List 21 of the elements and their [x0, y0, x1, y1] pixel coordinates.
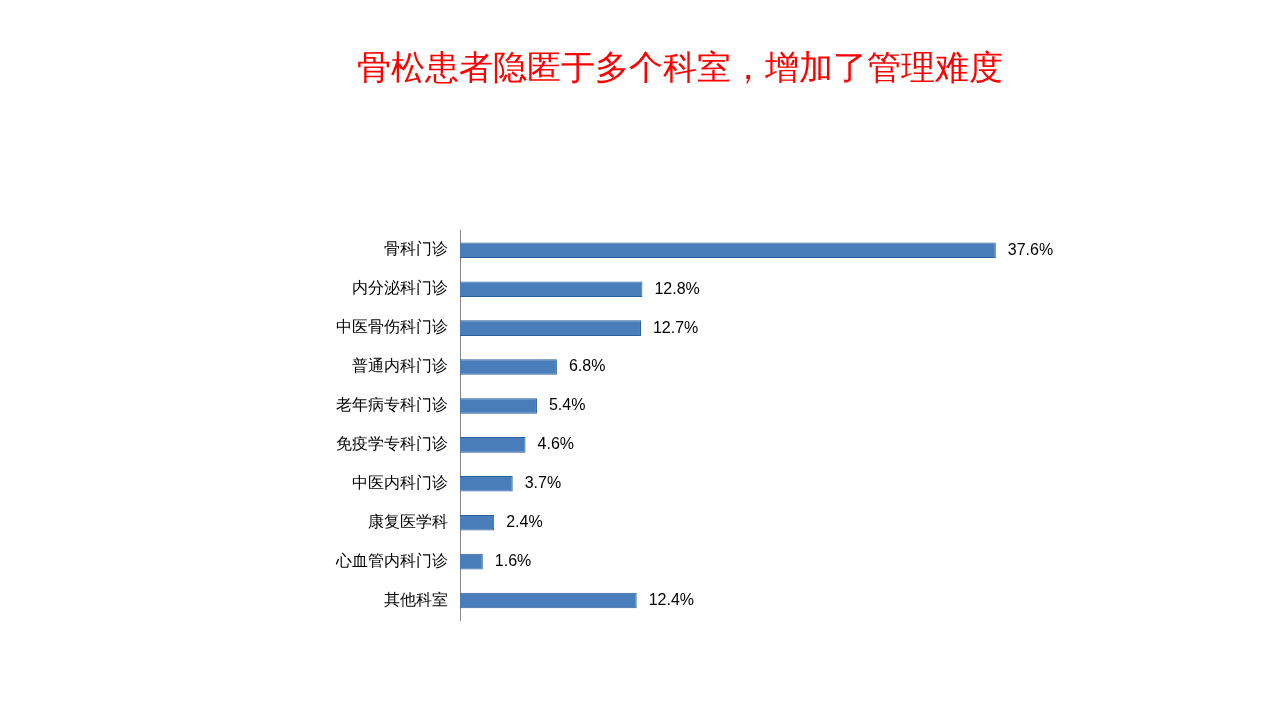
data-label: 2.4%	[506, 513, 543, 531]
y-tick-label: 心血管内科门诊	[335, 550, 448, 570]
data-label: 12.4%	[648, 590, 695, 608]
y-tick-label: 免疫学专科门诊	[336, 434, 448, 454]
data-label: 5.4%	[548, 396, 586, 414]
data-label: 4.6%	[537, 435, 575, 453]
data-label: 12.8%	[654, 279, 700, 297]
y-tick-label: 中医内科门诊	[352, 472, 448, 492]
y-tick-label: 内分泌科门诊	[352, 278, 448, 298]
y-tick-label: 中医骨伤科门诊	[336, 317, 448, 337]
data-label: 12.7%	[652, 318, 699, 336]
chart-title: 骨松患者隐匿于多个科室，增加了管理难度	[357, 47, 1003, 88]
data-label: 6.8%	[568, 357, 606, 375]
y-tick-label: 其他科室	[384, 589, 448, 609]
y-tick-label: 老年病专科门诊	[336, 395, 448, 415]
y-tick-label: 普通内科门诊	[352, 356, 448, 376]
y-tick-label: 骨科门诊	[384, 239, 448, 259]
data-label: 37.6%	[1007, 240, 1054, 258]
data-label: 1.6%	[494, 552, 532, 570]
y-tick-label: 康复医学科	[368, 511, 448, 531]
data-label: 3.7%	[524, 474, 562, 492]
